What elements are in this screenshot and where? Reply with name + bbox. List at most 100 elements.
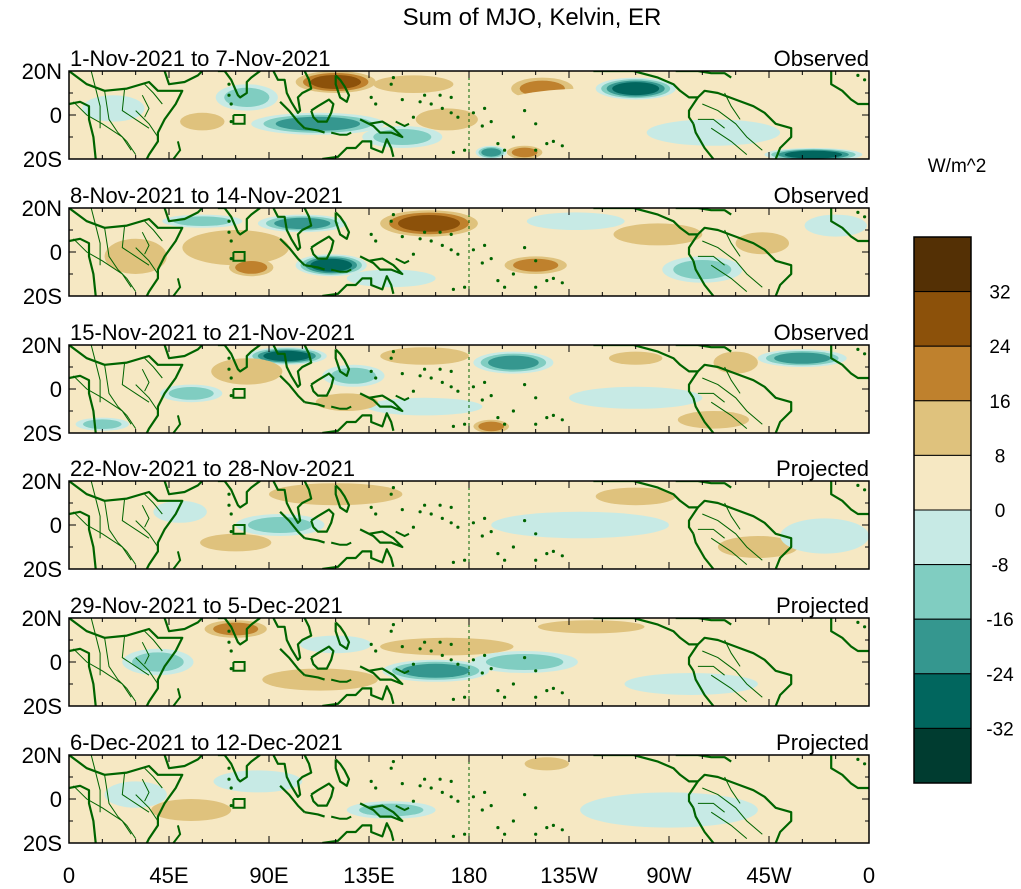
coastline — [69, 647, 97, 706]
coastline — [322, 138, 395, 159]
coastline — [830, 345, 869, 380]
panel-date-range: 22-Nov-2021 to 28-Nov-2021 — [70, 456, 355, 481]
island-outline — [395, 120, 410, 128]
anomaly-contour — [182, 230, 289, 266]
coastlines — [69, 618, 869, 706]
island-outline — [232, 524, 246, 535]
island-dot — [534, 422, 538, 426]
island-outline — [395, 667, 410, 675]
country-border — [90, 208, 101, 266]
country-border — [135, 247, 159, 275]
country-border — [702, 377, 763, 425]
island-dot — [227, 503, 231, 507]
island-dot — [471, 111, 475, 115]
anomaly-contour — [401, 663, 470, 678]
country-border — [90, 345, 101, 403]
y-tick-label: 0 — [50, 650, 62, 675]
coastline — [322, 275, 395, 296]
island-dot — [551, 413, 556, 417]
y-tick-label: 20N — [22, 606, 62, 631]
island-dot — [418, 510, 422, 514]
island-outline — [395, 257, 410, 265]
island-dot — [438, 777, 442, 781]
island-dot — [503, 558, 507, 562]
anomaly-contour — [380, 347, 469, 365]
anomaly-contour — [263, 350, 311, 362]
coastline — [69, 237, 97, 296]
coastline — [675, 208, 732, 216]
panel-ticks — [68, 480, 870, 570]
island-dot — [463, 422, 467, 426]
island-dot — [227, 367, 231, 371]
anomaly-contour — [398, 215, 460, 232]
country-border — [135, 384, 159, 412]
anomaly-contour — [744, 768, 861, 795]
map-panel: 15-Nov-2021 to 21-Nov-2021 Observed 20N 0 20… — [22, 320, 870, 446]
island-dot — [391, 213, 395, 217]
country-border — [135, 110, 159, 138]
island-outline — [172, 278, 182, 296]
island-dot — [471, 248, 475, 252]
island-dot — [471, 658, 475, 662]
coastline — [692, 533, 715, 569]
country-border — [724, 776, 741, 804]
colorbar-box — [913, 400, 972, 456]
anomaly-field — [82, 71, 944, 159]
y-tick-label: 20N — [22, 743, 62, 768]
island-dot — [369, 642, 373, 647]
panel-date-range: 8-Nov-2021 to 14-Nov-2021 — [70, 183, 343, 208]
island-dot — [551, 549, 556, 554]
island-dot — [418, 374, 422, 378]
anomaly-contour — [713, 351, 758, 374]
country-border — [141, 778, 150, 802]
island-dot — [227, 492, 231, 496]
island-dot — [480, 124, 484, 128]
coastline — [593, 208, 698, 236]
country-border — [90, 618, 101, 676]
x-tick-label: 90E — [249, 863, 288, 888]
island-dot — [863, 78, 867, 82]
anomaly-contour — [274, 217, 331, 229]
island-dot — [369, 95, 373, 99]
island-dot — [389, 82, 393, 86]
island-dot — [451, 424, 455, 428]
country-border — [724, 502, 741, 530]
country-border — [141, 504, 150, 528]
island-outline — [232, 114, 246, 125]
map-panel: 6-Dec-2021 to 12-Dec-2021 Projected 20N 0 20… — [22, 730, 870, 856]
country-border — [144, 493, 163, 515]
island-dot — [534, 532, 538, 536]
panel-date-range: 1-Nov-2021 to 7-Nov-2021 — [70, 46, 330, 71]
island-dot — [863, 488, 867, 492]
panel-date-range: 15-Nov-2021 to 21-Nov-2021 — [70, 320, 355, 345]
island-dot — [423, 230, 427, 234]
x-tick-label: 45E — [149, 863, 188, 888]
island-dot — [229, 257, 233, 261]
island-dot — [451, 560, 455, 565]
island-dot — [456, 252, 460, 256]
colorbar-label: 32 — [989, 283, 1010, 304]
panel-status: Observed — [774, 320, 869, 345]
island-dot — [496, 552, 500, 556]
x-tick-label: 180 — [451, 863, 488, 888]
island-dot — [456, 525, 460, 529]
anomaly-contour — [882, 95, 944, 121]
anomaly-contour — [524, 757, 569, 771]
country-border — [702, 650, 763, 698]
anomaly-field — [75, 620, 758, 695]
country-border — [73, 785, 132, 835]
coastline — [359, 528, 404, 549]
island-dot — [503, 832, 507, 836]
country-border — [141, 641, 150, 665]
island-dot — [511, 819, 515, 823]
panel-ticks — [68, 70, 870, 160]
island-dot — [503, 695, 507, 699]
island-dot — [456, 115, 460, 119]
country-border — [697, 665, 725, 676]
island-dot — [374, 649, 378, 653]
island-dot — [451, 834, 455, 839]
island-dot — [423, 777, 427, 781]
colorbar-box — [913, 564, 972, 620]
country-border — [90, 71, 101, 129]
island-dot — [227, 640, 231, 644]
